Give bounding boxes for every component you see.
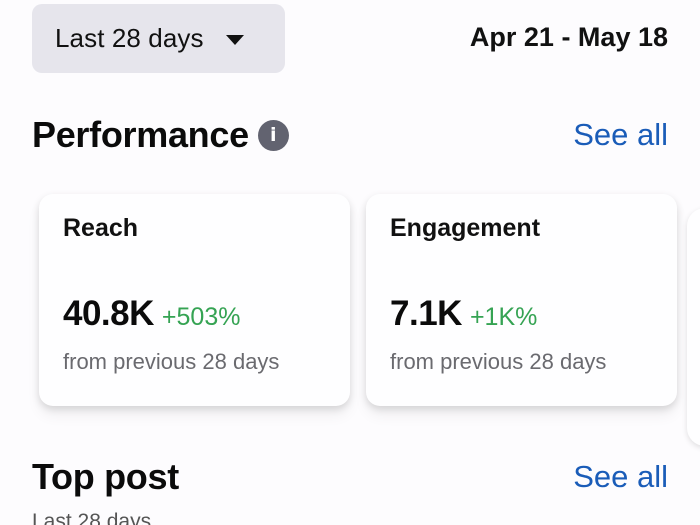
- metric-change: +1K%: [469, 303, 538, 331]
- top-post-title: Top post: [32, 456, 179, 497]
- info-icon[interactable]: i: [257, 119, 289, 151]
- metric-comparison-text: from previous 28 days: [390, 349, 607, 374]
- top-post-subtitle: Last 28 days: [32, 510, 152, 525]
- card-title: Reach: [63, 214, 139, 242]
- card-title: Engagement: [390, 214, 541, 242]
- top-post-header: Top post See all: [32, 456, 668, 498]
- metric-value: 40.8K: [63, 294, 154, 333]
- performance-see-all-link[interactable]: See all: [573, 117, 668, 152]
- metric-value: 7.1K: [390, 294, 462, 333]
- date-range-dropdown[interactable]: Last 28 days: [32, 4, 285, 73]
- top-post-see-all-link[interactable]: See all: [573, 459, 668, 494]
- date-range-text: Apr 21 - May 18: [469, 22, 668, 52]
- metric-row: 7.1K +1K%: [390, 294, 537, 334]
- caret-down-icon: [225, 34, 244, 45]
- engagement-card[interactable]: Engagement 7.1K +1K% from previous 28 da…: [366, 194, 677, 406]
- date-range-dropdown-label: Last 28 days: [55, 23, 204, 53]
- next-card-peek[interactable]: [687, 208, 700, 446]
- performance-title: Performance: [32, 114, 249, 155]
- metric-comparison-text: from previous 28 days: [63, 349, 280, 374]
- performance-header: Performance i See all: [32, 114, 668, 156]
- metric-row: 40.8K +503%: [63, 294, 240, 334]
- reach-card[interactable]: Reach 40.8K +503% from previous 28 days: [39, 194, 350, 406]
- metric-change: +503%: [161, 303, 241, 331]
- performance-title-group: Performance i: [32, 114, 289, 156]
